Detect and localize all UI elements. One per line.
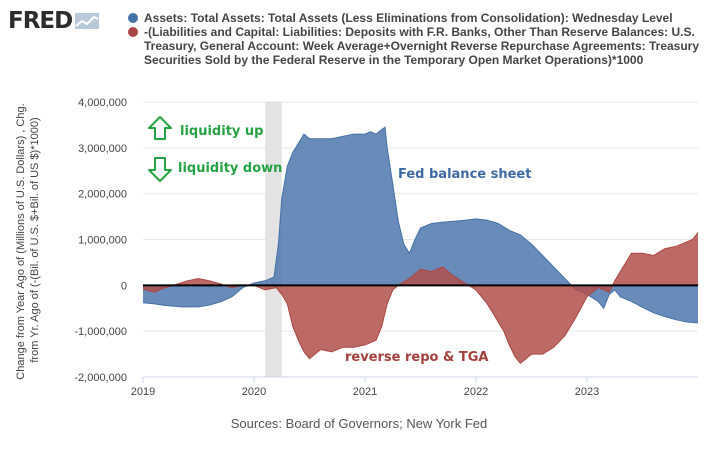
annotations: liquidity up liquidity down Fed balance … [148,116,531,365]
legend-marker-assets [128,13,138,23]
series-assets-line [142,126,699,324]
y-tick-label: 1,000,000 [78,235,127,247]
y-axis-title-line-1: Change from Year Ago of (Millions of U.S… [15,103,27,379]
legend-item-liabilities[interactable]: -(Liabilities and Capital: Liabilities: … [128,25,708,67]
y-tick-label: 2,000,000 [78,189,127,201]
annotation-liquidity-down: liquidity down [178,161,282,176]
recession-shading [265,102,282,377]
fred-chart-icon [75,13,100,29]
x-axis: 2019 2020 2021 2022 2023 [131,376,698,398]
legend-label-liabilities: -(Liabilities and Capital: Liabilities: … [144,25,700,67]
x-tick-label: 2022 [464,386,488,398]
x-tick-label: 2021 [353,386,377,398]
x-tick-label: 2019 [131,386,155,398]
y-tick-label: 4,000,000 [78,97,127,109]
series-layer [142,126,699,365]
annotation-fed-balance-sheet: Fed balance sheet [398,167,531,182]
series-liabilities-line [142,232,699,365]
x-tick-label: 2023 [575,386,599,398]
sources-footer: Sources: Board of Governors; New York Fe… [230,416,488,431]
y-tick-label: -2,000,000 [74,372,127,384]
y-axis: -2,000,000 -1,000,000 0 1,000,000 2,000,000 3… [74,97,127,384]
y-tick-label: 0 [121,280,127,292]
y-axis-title: Change from Year Ago of (Millions of U.S… [15,100,41,379]
annotation-liquidity-up: liquidity up [180,124,263,139]
chart-area: 2019 2020 2021 2022 2023 -2,000,000 -1,000,00… [15,97,699,398]
y-axis-title-line-2: from Yr. Ago of (-(Bil. of U.S. $+Bil. o… [29,117,41,362]
y-tick-label: -1,000,000 [74,326,127,338]
arrow-up-outline-icon [148,116,172,140]
arrow-down-outline-icon [148,157,172,182]
y-tick-label: 3,000,000 [78,143,127,155]
legend-marker-liabilities [128,27,138,37]
series-assets-area [143,127,698,323]
fred-logo[interactable]: FRED [8,8,101,34]
chart-header: FRED Assets: Total Assets: Total Assets … [0,0,718,100]
legend: Assets: Total Assets: Total Assets (Less… [128,11,708,67]
series-liabilities-area [143,232,698,364]
legend-item-assets[interactable]: Assets: Total Assets: Total Assets (Less… [128,11,708,25]
legend-label-assets: Assets: Total Assets: Total Assets (Less… [144,11,673,25]
annotation-reverse-repo-tga: reverse repo & TGA [345,350,488,365]
x-tick-label: 2020 [242,386,266,398]
fred-logo-text: FRED [8,8,73,34]
